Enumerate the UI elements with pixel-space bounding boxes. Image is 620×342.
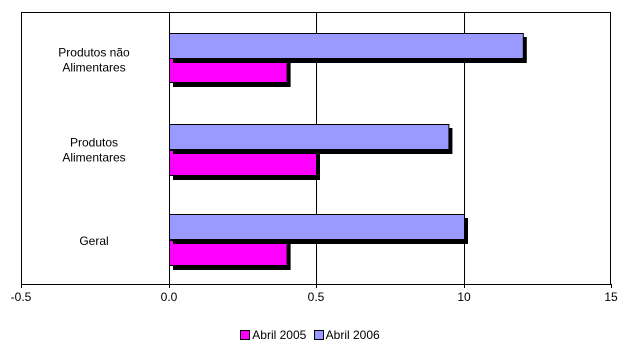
bars: [169, 33, 527, 270]
category-labels: Produtos nãoAlimentaresProdutosAlimentar…: [58, 46, 130, 249]
bar-produtos-n-o-alimentares-abril-2006: [169, 33, 524, 59]
x-tick-label-0-0: 0.0: [161, 290, 178, 304]
bar-produtos-alimentares-abril-2006: [169, 124, 450, 150]
legend-item-abril-2006: Abril 2006: [313, 328, 380, 342]
category-label-alimentares: Alimentares: [62, 151, 125, 165]
x-tick-label-0-5: -0.5: [11, 290, 32, 304]
legend-item-abril-2005: Abril 2005: [240, 328, 306, 342]
bar-produtos-alimentares-abril-2005: [169, 150, 317, 176]
bar-geral-abril-2005: [169, 240, 288, 266]
legend: Abril 2005 Abril 2006: [0, 328, 620, 342]
x-tick-label-15: 15: [604, 290, 618, 304]
x-tick-label-0-5: 0.5: [308, 290, 325, 304]
category-label-produtos: Produtos: [70, 136, 118, 150]
category-label-produtos-n-o: Produtos não: [58, 46, 130, 60]
legend-label-abril-2005: Abril 2005: [252, 328, 307, 342]
category-label-geral: Geral: [79, 234, 108, 248]
x-axis-ticks: -0.5 0.0 0.5 10 15: [11, 284, 618, 304]
legend-swatch-abril-2006: [313, 330, 324, 340]
category-label-alimentares: Alimentares: [62, 61, 125, 75]
legend-swatch-abril-2005: [240, 330, 251, 340]
legend-label-abril-2006: Abril 2006: [325, 328, 380, 342]
bar-geral-abril-2006: [169, 214, 465, 240]
x-tick-label-10: 10: [457, 290, 471, 304]
